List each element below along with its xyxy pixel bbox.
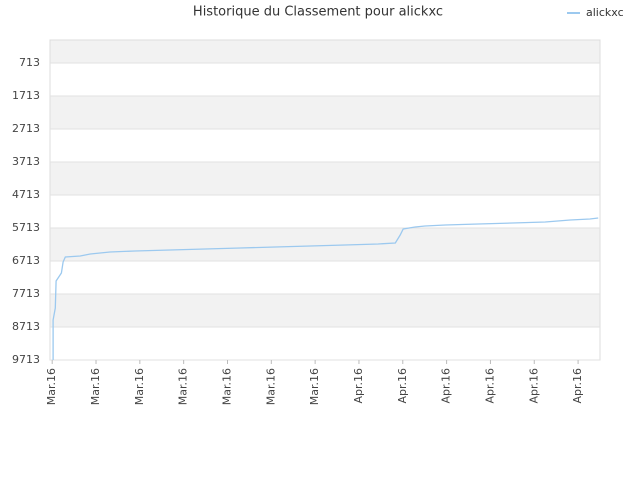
legend-label: alickxc xyxy=(586,6,624,19)
x-tick-label: Apr.16 xyxy=(527,368,540,404)
grid-band xyxy=(50,327,600,360)
x-tick-label: Mar.16 xyxy=(264,368,277,405)
x-tick-label: Mar.16 xyxy=(220,368,233,405)
grid-band xyxy=(50,96,600,130)
grid-band xyxy=(50,228,600,262)
y-tick-label: 2713 xyxy=(12,122,40,135)
chart-title: Historique du Classement pour alickxc xyxy=(193,5,443,20)
x-tick-label: Apr.16 xyxy=(352,368,365,404)
grid-band xyxy=(50,129,600,163)
x-tick-label: Apr.16 xyxy=(396,368,409,404)
grid-band xyxy=(50,40,600,64)
grid-band xyxy=(50,162,600,196)
x-tick-label: Apr.16 xyxy=(483,368,496,404)
x-tick-label: Apr.16 xyxy=(440,368,453,404)
y-tick-label: 8713 xyxy=(12,320,40,333)
y-tick-label: 3713 xyxy=(12,155,40,168)
y-tick-label: 1713 xyxy=(12,89,40,102)
y-tick-label: 5713 xyxy=(12,221,40,234)
grid-band xyxy=(50,261,600,295)
y-tick-label: 713 xyxy=(19,56,40,69)
grid-band xyxy=(50,63,600,97)
series-line xyxy=(52,217,599,360)
x-tick-label: Mar.16 xyxy=(177,368,190,405)
grid-band xyxy=(50,294,600,328)
x-tick-label: Mar.16 xyxy=(133,368,146,405)
y-tick-label: 9713 xyxy=(12,353,40,366)
x-tick-label: Apr.16 xyxy=(571,368,584,404)
y-tick-label: 4713 xyxy=(12,188,40,201)
x-tick-label: Mar.16 xyxy=(89,368,102,405)
x-tick-label: Mar.16 xyxy=(308,368,321,405)
y-tick-label: 7713 xyxy=(12,287,40,300)
x-tick-label: Mar.16 xyxy=(45,368,58,405)
y-tick-label: 6713 xyxy=(12,254,40,267)
